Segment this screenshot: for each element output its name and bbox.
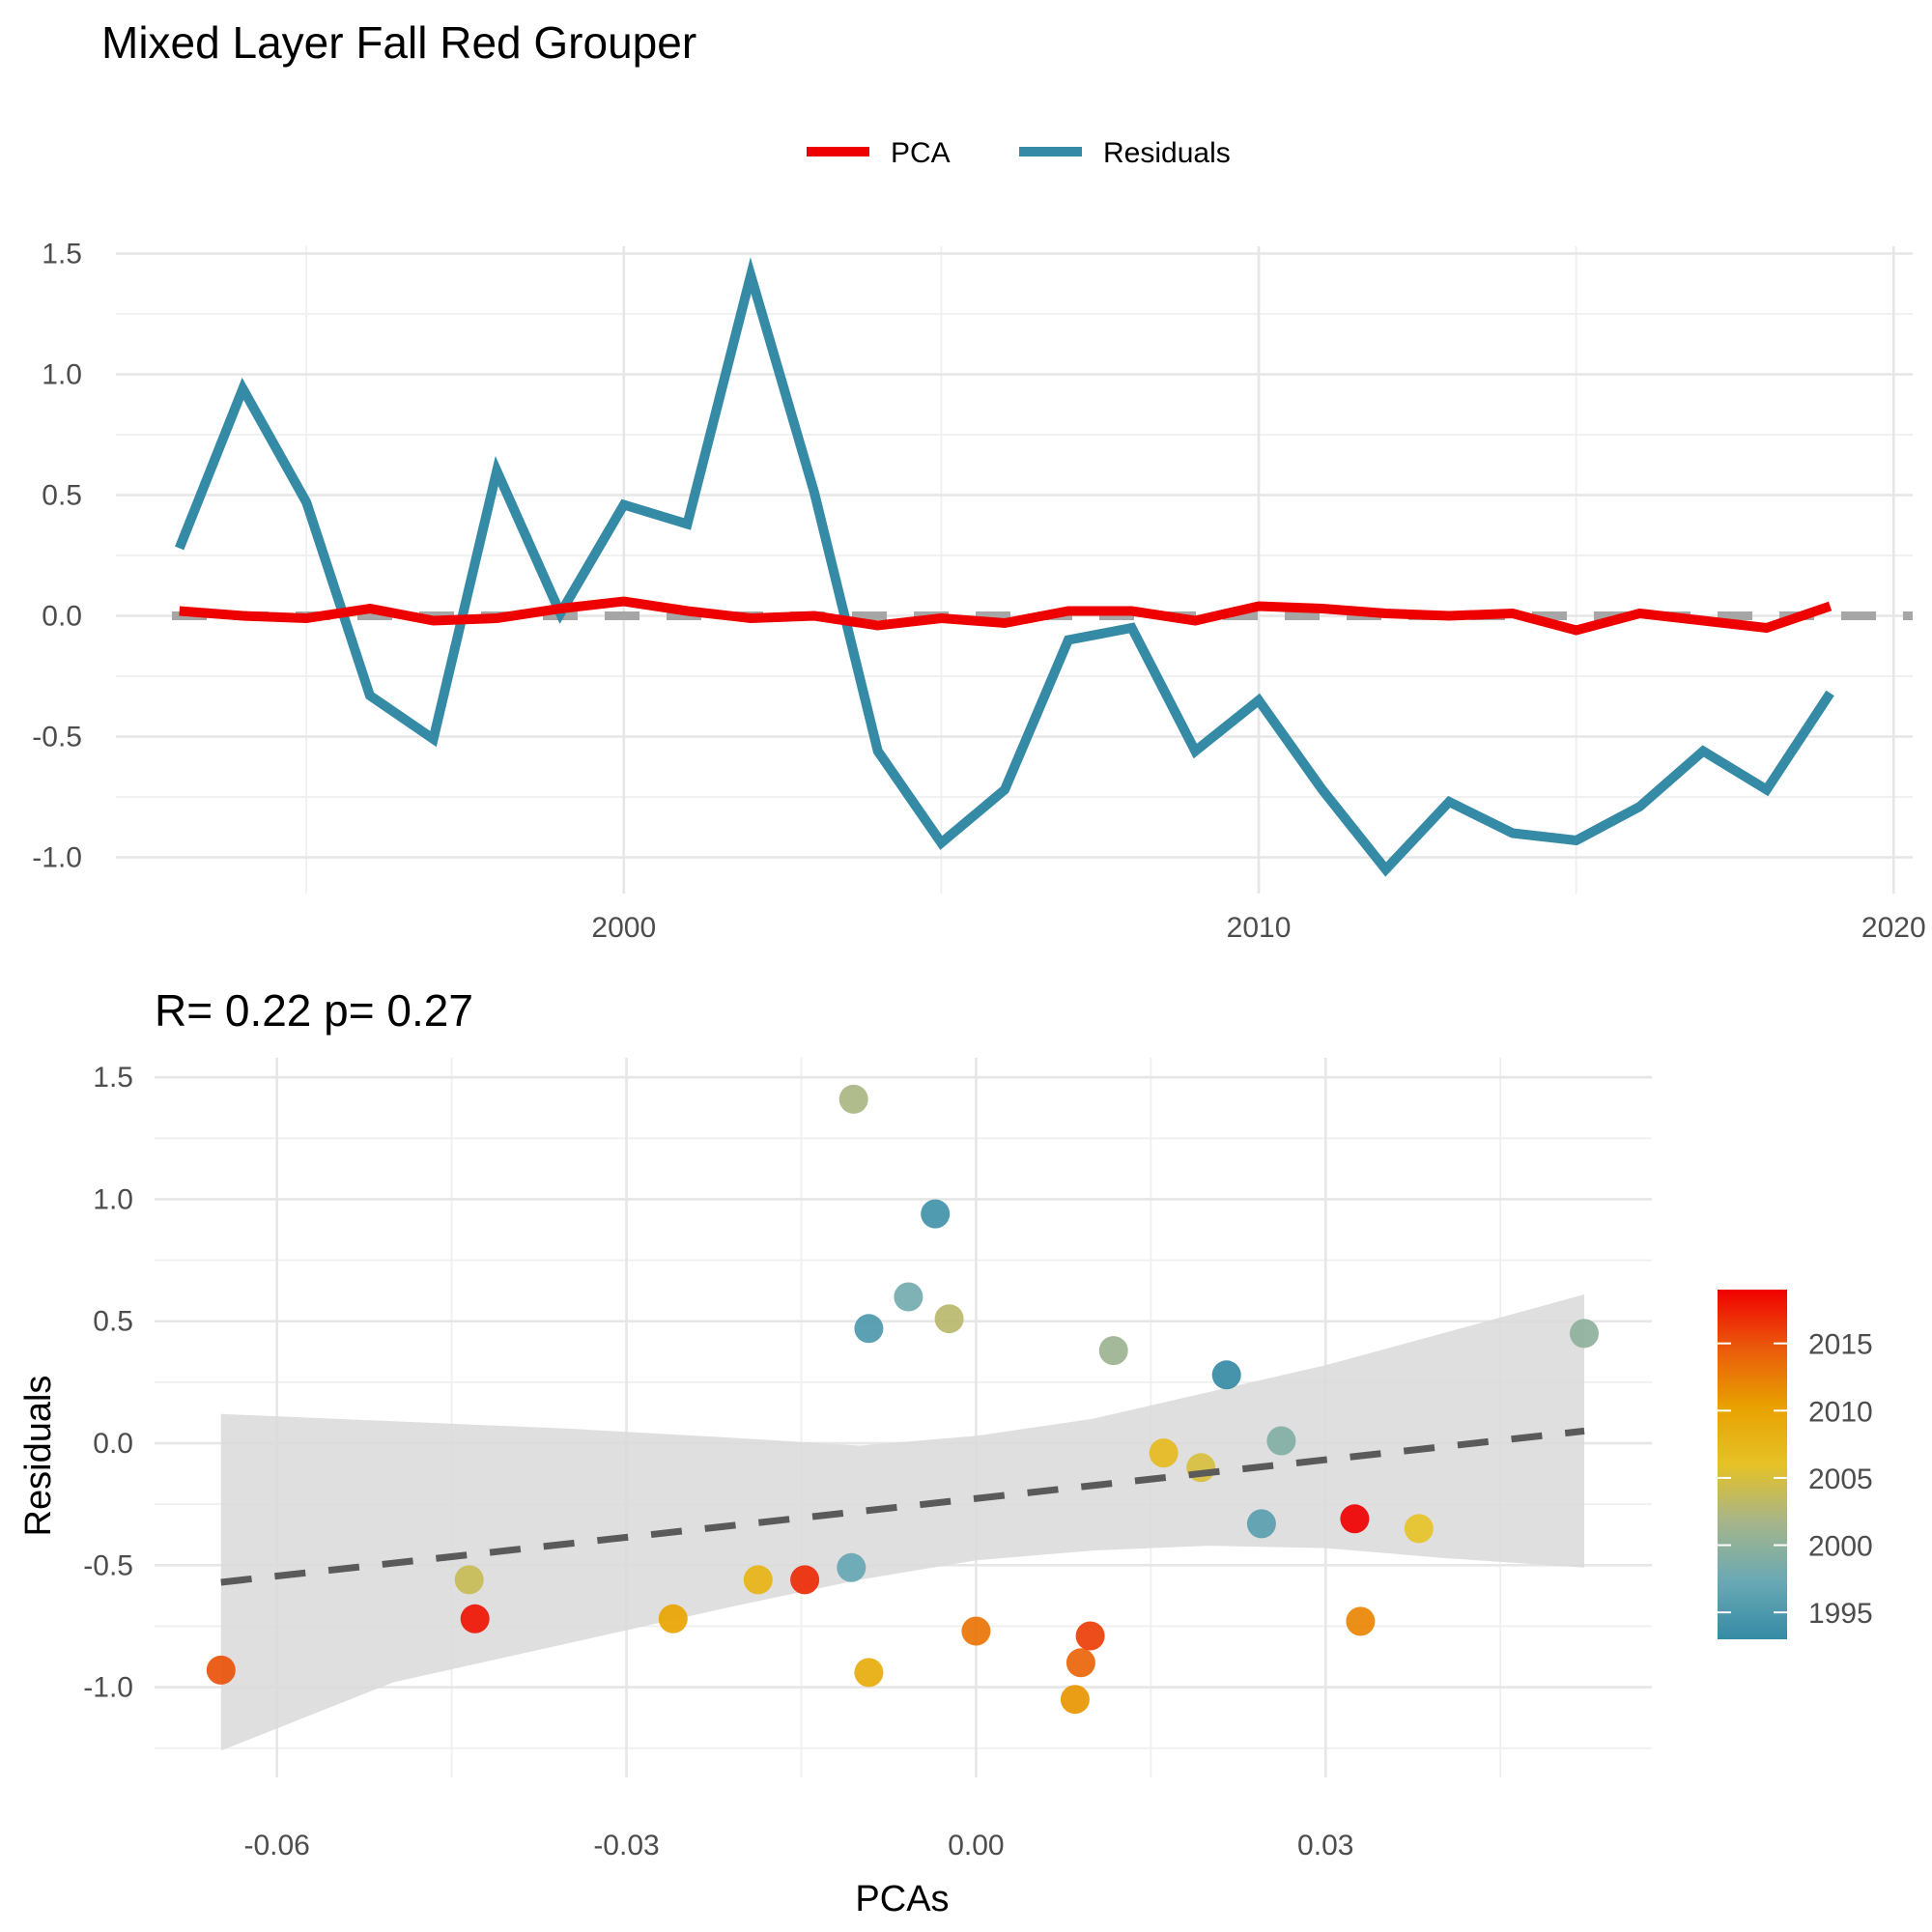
colorbar-gradient <box>1718 1290 1787 1639</box>
data-point-2010 <box>658 1604 688 1634</box>
data-point-2001 <box>1098 1336 1128 1366</box>
colorbar-tick-label: 2005 <box>1808 1463 1873 1495</box>
correlation-subtitle: R= 0.22 p= 0.27 <box>155 985 473 1036</box>
colorbar-tick-label: 1995 <box>1808 1598 1873 1630</box>
data-point-2015 <box>206 1655 236 1685</box>
data-point-2004 <box>454 1565 484 1595</box>
y-tick-label: 0.0 <box>93 1428 133 1460</box>
y-tick-label: 1.5 <box>93 1062 133 1094</box>
y-tick-label: 0.5 <box>42 480 82 512</box>
series-group <box>175 257 1834 877</box>
y-tick-label: 0.0 <box>42 601 82 633</box>
data-point-2000 <box>1570 1319 1599 1349</box>
data-point-2003 <box>934 1304 964 1334</box>
x-tick-label: 2010 <box>1227 912 1292 944</box>
y-axis-label: Residuals <box>18 1376 59 1537</box>
data-point-1998 <box>894 1282 923 1312</box>
data-point-1997 <box>837 1552 867 1582</box>
y-tick-label: -1.0 <box>32 842 82 874</box>
legend-label-pca: PCA <box>891 137 951 169</box>
y-tick-label: 1.0 <box>93 1183 133 1215</box>
colorbar-tick-label: 2010 <box>1808 1396 1873 1428</box>
y-tick-label: 0.5 <box>93 1306 133 1338</box>
colorbar-tick-label: 2015 <box>1808 1329 1873 1361</box>
legend-label-residuals: Residuals <box>1103 137 1231 169</box>
data-point-1999 <box>1266 1426 1296 1456</box>
y-tick-label: -0.5 <box>32 722 82 753</box>
x-tick-label: 0.00 <box>948 1830 1004 1861</box>
time-series-panel: 2000 2010 2020 -1.0 -0.5 0.0 0.5 1.0 1.5 <box>32 239 1925 945</box>
x-axis-label: PCAs <box>855 1879 949 1919</box>
x-tick-label: -0.03 <box>593 1830 659 1861</box>
confidence-ribbon <box>220 1294 1584 1751</box>
data-point-1995 <box>854 1314 884 1344</box>
x-tick-label: 0.03 <box>1297 1830 1353 1861</box>
regression-line <box>220 1427 1585 1586</box>
data-point-1993 <box>1211 1360 1241 1390</box>
data-point-2008 <box>743 1565 773 1595</box>
colorbar-tick-label: 2000 <box>1808 1531 1873 1563</box>
series-line-pca <box>179 596 1833 636</box>
data-point-2019 <box>1340 1504 1370 1534</box>
data-point-2007 <box>1149 1438 1179 1468</box>
data-point-1996 <box>1246 1509 1276 1539</box>
data-point-2009 <box>854 1658 884 1688</box>
series-line-residuals <box>175 257 1834 877</box>
chart-title: Mixed Layer Fall Red Grouper <box>101 17 696 68</box>
scatter-panel: -0.06 -0.03 0.00 0.03 -1.0 -0.5 0.0 0.5 1.0 1.5 <box>83 1058 1652 1861</box>
x-tick-label: -0.06 <box>243 1830 309 1861</box>
y-tick-label: -0.5 <box>83 1549 133 1581</box>
y-tick-label: 1.5 <box>42 239 82 270</box>
data-point-2014 <box>1065 1648 1095 1678</box>
data-point-1994 <box>921 1199 951 1229</box>
data-point-2012 <box>1346 1606 1376 1636</box>
data-point-2013 <box>961 1616 991 1646</box>
y-tick-label: 1.0 <box>42 359 82 391</box>
y-tick-label: -1.0 <box>83 1672 133 1704</box>
colorbar: 1995 2000 2005 2010 2015 <box>1718 1290 1873 1639</box>
data-point-2017 <box>790 1565 820 1595</box>
x-tick-label: 2020 <box>1861 912 1926 944</box>
data-point-2006 <box>1404 1514 1434 1544</box>
data-point-2016 <box>1075 1621 1105 1651</box>
x-tick-label: 2000 <box>591 912 656 944</box>
data-point-2011 <box>1060 1685 1090 1715</box>
data-point-2002 <box>838 1084 868 1114</box>
data-point-2018 <box>460 1604 490 1634</box>
legend: PCA Residuals <box>807 137 1231 169</box>
